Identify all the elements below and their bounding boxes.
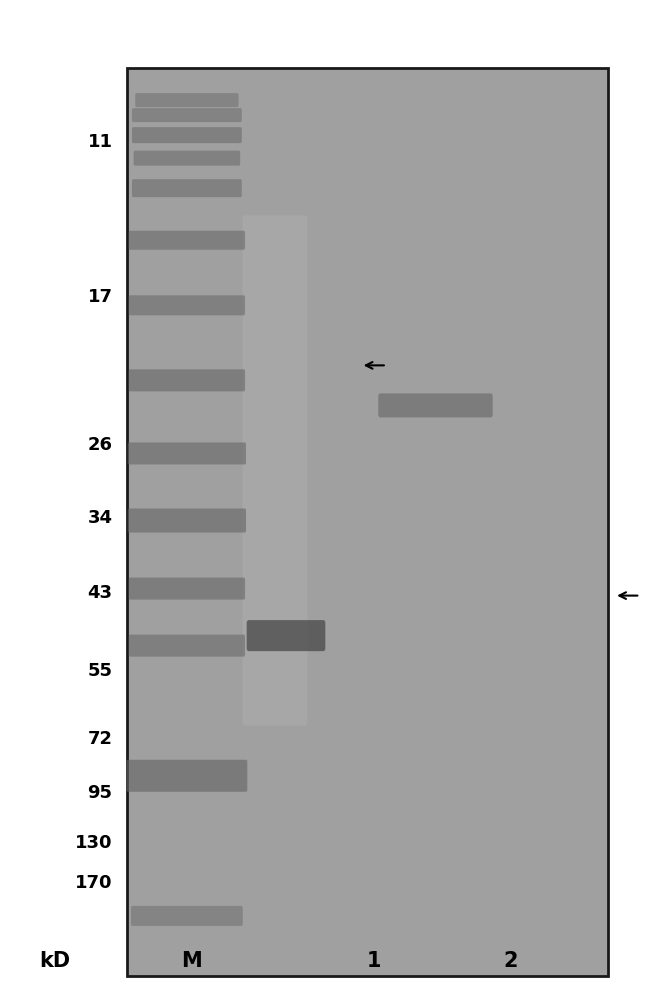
FancyBboxPatch shape xyxy=(133,150,240,165)
Text: 55: 55 xyxy=(88,662,112,680)
FancyBboxPatch shape xyxy=(127,442,246,464)
FancyBboxPatch shape xyxy=(131,906,242,926)
FancyBboxPatch shape xyxy=(132,127,242,143)
FancyBboxPatch shape xyxy=(135,93,239,107)
FancyBboxPatch shape xyxy=(132,179,242,197)
Text: 11: 11 xyxy=(88,133,112,151)
Text: 1: 1 xyxy=(367,951,381,971)
Text: 34: 34 xyxy=(88,509,112,527)
Text: 43: 43 xyxy=(88,584,112,602)
Text: M: M xyxy=(181,951,202,971)
Text: 95: 95 xyxy=(88,784,112,802)
FancyBboxPatch shape xyxy=(129,578,245,600)
Bar xyxy=(127,68,608,976)
Text: 170: 170 xyxy=(75,874,112,892)
FancyBboxPatch shape xyxy=(126,760,247,792)
FancyBboxPatch shape xyxy=(242,215,307,726)
FancyBboxPatch shape xyxy=(129,231,245,250)
FancyBboxPatch shape xyxy=(129,635,245,657)
Text: 26: 26 xyxy=(88,436,112,454)
FancyBboxPatch shape xyxy=(132,108,242,122)
Text: kD: kD xyxy=(40,951,71,971)
FancyBboxPatch shape xyxy=(127,509,246,533)
Text: 130: 130 xyxy=(75,834,112,852)
FancyBboxPatch shape xyxy=(378,393,493,417)
Text: 2: 2 xyxy=(503,951,517,971)
FancyBboxPatch shape xyxy=(129,369,245,391)
Text: 72: 72 xyxy=(88,730,112,748)
Text: 17: 17 xyxy=(88,288,112,306)
FancyBboxPatch shape xyxy=(129,295,245,315)
FancyBboxPatch shape xyxy=(247,620,326,652)
